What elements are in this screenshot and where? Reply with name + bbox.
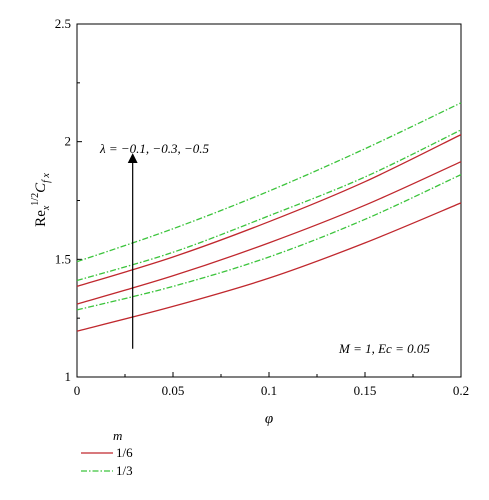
- y-tick-label: 1: [65, 369, 72, 384]
- y-tick-label: 2.5: [55, 16, 71, 31]
- legend-label-1: 1/6: [116, 445, 133, 460]
- y-title-main-sub: f x: [41, 173, 52, 183]
- legend-title: m: [113, 428, 122, 443]
- x-tick-label: 0.15: [354, 383, 377, 398]
- x-tick-label: 0: [74, 383, 81, 398]
- y-tick-label: 2: [65, 134, 72, 149]
- y-axis-title: Rex1/2Cf x: [30, 173, 52, 227]
- lambda-annotation: λ = −0.1, −0.3, −0.5: [99, 141, 209, 156]
- x-tick-label: 0.05: [162, 383, 185, 398]
- plot-frame: [76, 23, 462, 378]
- x-tick-label: 0.1: [261, 383, 277, 398]
- series-line-1: [76, 202, 462, 332]
- legend-label-2: 1/3: [116, 463, 133, 478]
- series-line-2: [76, 161, 462, 305]
- y-title-base-sub: x: [41, 205, 52, 211]
- y-title-main: C: [33, 182, 49, 193]
- series-layer: [76, 102, 462, 332]
- y-title-base: Re: [33, 210, 49, 227]
- series-line-4: [76, 174, 462, 311]
- x-tick-label: 0.2: [453, 383, 469, 398]
- series-line-5: [76, 129, 462, 282]
- y-title-sup: 1/2: [30, 193, 41, 206]
- params-annotation: M = 1, Ec = 0.05: [338, 341, 430, 356]
- legend: m 1/6 1/3: [81, 428, 133, 478]
- series-line-3: [76, 134, 462, 288]
- series-line-6: [76, 102, 462, 263]
- y-axis-ticks: 1 1.5 2 2.5: [55, 16, 82, 384]
- x-axis-title: φ: [265, 411, 273, 427]
- y-tick-label: 1.5: [55, 251, 71, 266]
- x-axis-ticks: 0 0.05 0.1 0.15 0.2: [74, 372, 469, 398]
